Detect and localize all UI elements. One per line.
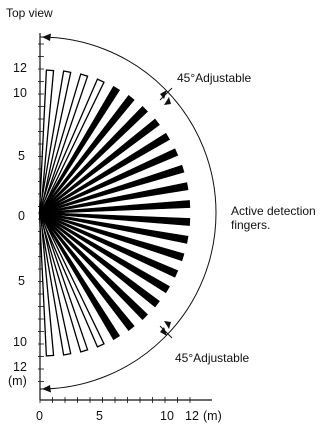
- x-tick-label-5: 5: [96, 409, 103, 423]
- adjustable-label-top: 45°Adjustable: [177, 71, 252, 85]
- y-tick-label-12-top: 12: [13, 61, 27, 75]
- detection-label-line1: Active detection: [231, 204, 316, 218]
- y-tick-label-5-top: 5: [18, 149, 25, 163]
- y-tick-label-10-bottom: 10: [13, 335, 27, 349]
- adjust-mark-bottom: [159, 325, 173, 339]
- diagram-title: Top view: [6, 6, 53, 20]
- adjustable-label-bottom: 45°Adjustable: [175, 351, 250, 365]
- arrowhead-top-left: [42, 33, 51, 41]
- y-tick-label-10-top: 10: [13, 86, 27, 100]
- y-axis-unit: (m): [8, 374, 27, 388]
- x-tick-label-12: 12: [185, 409, 199, 423]
- y-tick-label-12-bottom: 12: [13, 360, 27, 374]
- x-axis-unit: (m): [203, 409, 222, 423]
- y-tick-label-0: 0: [18, 209, 25, 223]
- arrowhead-bottom-right-upper: [164, 321, 171, 329]
- arrowhead-top-right-lower: [164, 97, 171, 105]
- x-tick-label-0: 0: [36, 409, 43, 423]
- detection-label-line2: fingers.: [231, 218, 270, 232]
- detection-fingers: [38, 69, 191, 357]
- x-axis-ticks: [39, 397, 191, 403]
- y-tick-label-5-bottom: 5: [18, 274, 25, 288]
- arrowhead-top-right-upper: [160, 90, 167, 99]
- adjust-mark-top: [159, 87, 173, 101]
- arrowhead-bottom-left: [42, 385, 51, 393]
- arrowhead-bottom-right-lower: [160, 327, 167, 336]
- x-tick-label-10: 10: [160, 409, 174, 423]
- detection-finger: [38, 212, 55, 357]
- coverage-boundary-arc: [39, 36, 217, 390]
